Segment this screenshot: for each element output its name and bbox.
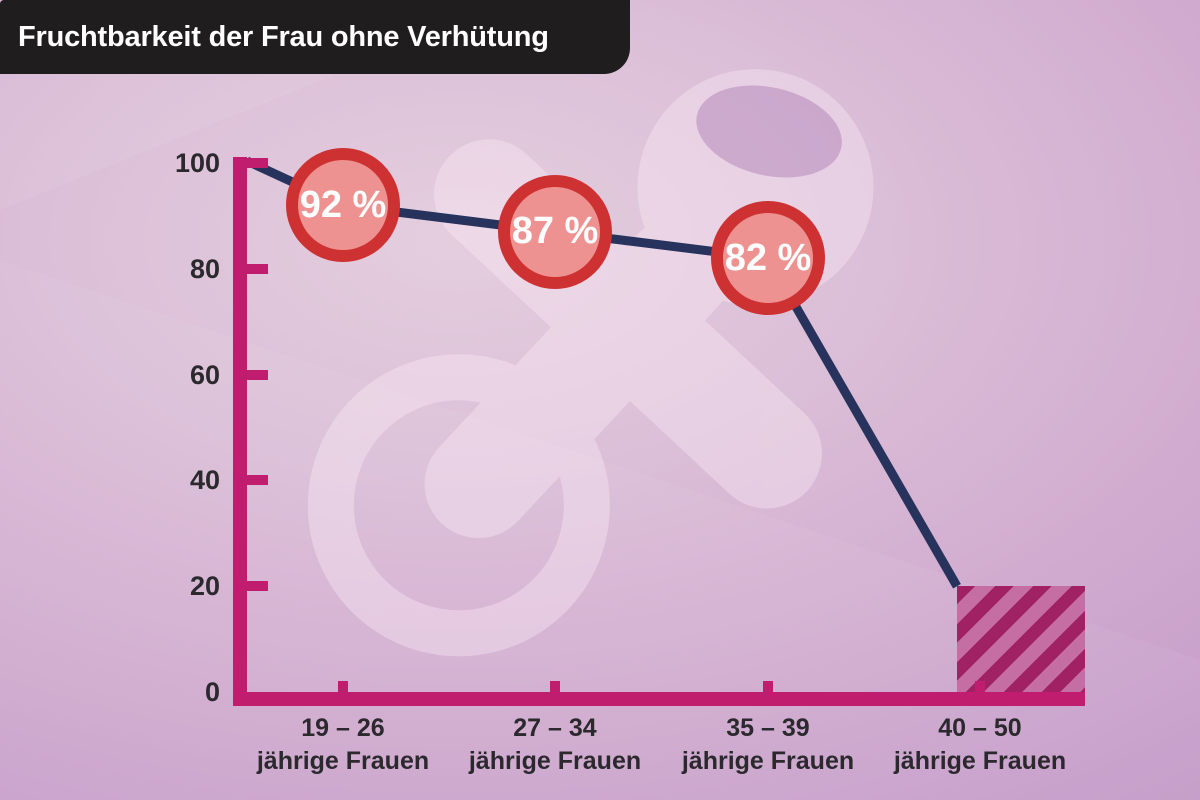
data-point-marker: 92 % bbox=[286, 148, 400, 263]
x-axis-category-label: 40 – 50 jährige Frauen bbox=[860, 712, 1100, 778]
x-axis-tick bbox=[550, 681, 560, 692]
x-axis-category-label: 27 – 34 jährige Frauen bbox=[435, 712, 675, 778]
y-axis-label: 80 bbox=[189, 254, 220, 284]
y-axis-tick bbox=[247, 581, 268, 591]
y-axis-tick bbox=[247, 158, 268, 168]
data-point-value: 92 % bbox=[299, 183, 387, 226]
y-axis bbox=[233, 157, 247, 706]
x-axis-category-suffix: jährige Frauen bbox=[893, 747, 1067, 775]
pacifier-knob-highlight bbox=[696, 85, 842, 178]
x-axis-category-label: 19 – 26 jährige Frauen bbox=[223, 712, 463, 778]
x-axis-tick bbox=[975, 681, 985, 692]
y-axis-label: 20 bbox=[189, 571, 220, 601]
data-point-marker: 87 % bbox=[498, 174, 612, 289]
x-axis-category-range: 19 – 26 bbox=[301, 714, 385, 742]
y-axis-label: 40 bbox=[189, 465, 220, 495]
y-axis-tick bbox=[247, 475, 268, 485]
x-axis-category-suffix: jährige Frauen bbox=[256, 747, 430, 775]
x-axis-category-range: 40 – 50 bbox=[938, 714, 1022, 742]
data-point-marker: 82 % bbox=[711, 201, 825, 316]
title-bar: Fruchtbarkeit der Frau ohne Verhütung bbox=[0, 0, 630, 74]
x-axis-tick bbox=[763, 681, 773, 692]
pacifier-ring-handle bbox=[307, 354, 610, 657]
y-axis-tick bbox=[247, 264, 268, 274]
x-axis-category-suffix: jährige Frauen bbox=[681, 747, 855, 775]
x-axis-category-range: 35 – 39 bbox=[726, 714, 810, 742]
light-ray-decoration bbox=[0, 260, 1200, 800]
page-title: Fruchtbarkeit der Frau ohne Verhütung bbox=[18, 20, 549, 53]
x-axis-tick bbox=[338, 681, 348, 692]
y-axis-label: 0 bbox=[204, 677, 220, 707]
data-point-value: 82 % bbox=[724, 236, 812, 279]
x-axis-category-range: 27 – 34 bbox=[513, 714, 597, 742]
x-axis bbox=[233, 692, 1085, 706]
x-axis-category-suffix: jährige Frauen bbox=[468, 747, 642, 775]
y-axis-label: 60 bbox=[189, 360, 220, 390]
x-axis-category-label: 35 – 39 jährige Frauen bbox=[648, 712, 888, 778]
y-axis-tick bbox=[247, 370, 268, 380]
y-axis-label: 100 bbox=[174, 148, 220, 178]
data-point-value: 87 % bbox=[511, 210, 599, 253]
pacifier-body-capsule bbox=[424, 216, 732, 539]
